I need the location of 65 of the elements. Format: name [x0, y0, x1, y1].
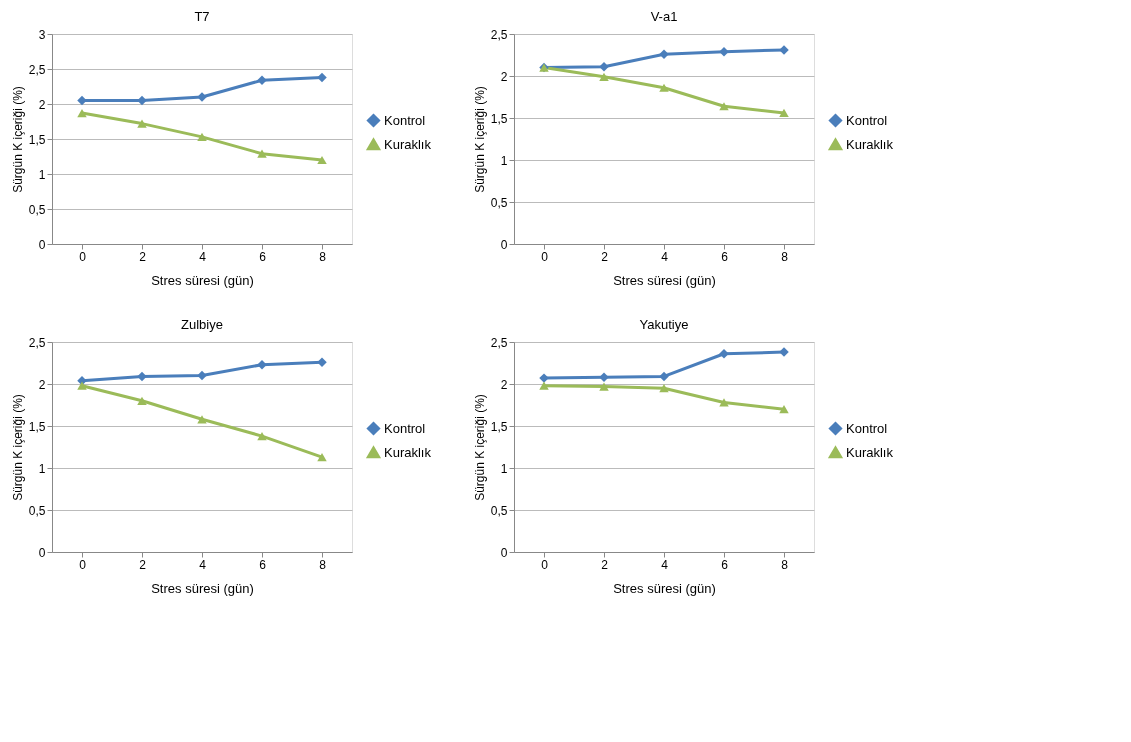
y-axis-title: Sürgün K içeriği (%)	[10, 394, 25, 501]
x-axis-title: Stres süresi (gün)	[151, 272, 254, 288]
y-tick-label: 2	[38, 377, 46, 392]
y-tick-label: 0,5	[490, 195, 508, 210]
x-tick-label: 0	[79, 557, 87, 572]
y-tick-label: 1,5	[28, 419, 46, 434]
x-tick-label: 8	[781, 557, 789, 572]
x-tick-label: 4	[199, 557, 207, 572]
legend-label: Kuraklık	[384, 444, 432, 460]
y-axis-title: Sürgün K içeriği (%)	[10, 86, 25, 193]
x-tick-label: 6	[259, 249, 267, 264]
x-tick-label: 2	[601, 557, 609, 572]
chart-title: V-a1	[650, 9, 678, 24]
legend-label: Kontrol	[384, 112, 426, 128]
x-tick-label: 6	[721, 249, 729, 264]
x-tick-label: 2	[601, 249, 609, 264]
y-tick-label: 2,5	[28, 62, 46, 77]
x-tick-label: 2	[139, 557, 147, 572]
y-tick-label: 0,5	[490, 503, 508, 518]
y-tick-label: 0,5	[28, 503, 46, 518]
x-tick-label: 6	[721, 557, 729, 572]
chart-title: Yakutiye	[639, 317, 689, 332]
x-tick-label: 8	[319, 249, 327, 264]
y-tick-label: 0	[38, 545, 46, 560]
x-tick-label: 0	[541, 557, 549, 572]
y-tick-label: 1	[500, 153, 508, 168]
x-tick-label: 6	[259, 557, 267, 572]
legend-label: Kontrol	[846, 420, 888, 436]
x-axis-title: Stres süresi (gün)	[613, 580, 716, 596]
x-tick-label: 0	[79, 249, 87, 264]
x-axis-title: Stres süresi (gün)	[151, 580, 254, 596]
x-axis-title: Stres süresi (gün)	[613, 272, 716, 288]
y-tick-label: 1	[500, 461, 508, 476]
legend-label: Kuraklık	[384, 136, 432, 152]
y-tick-label: 0,5	[28, 202, 46, 217]
y-tick-label: 2,5	[490, 335, 508, 350]
x-tick-label: 4	[661, 249, 669, 264]
legend-label: Kuraklık	[846, 136, 894, 152]
y-axis-title: Sürgün K içeriği (%)	[472, 394, 487, 501]
x-tick-label: 4	[199, 249, 207, 264]
y-tick-label: 0	[500, 237, 508, 252]
y-tick-label: 1	[38, 461, 46, 476]
y-tick-label: 0	[38, 237, 46, 252]
y-tick-label: 1	[38, 167, 46, 182]
chart-title: Zulbiye	[181, 317, 223, 332]
legend-label: Kontrol	[846, 112, 888, 128]
y-tick-label: 1,5	[490, 419, 508, 434]
y-tick-label: 3	[38, 27, 46, 42]
x-tick-label: 8	[319, 557, 327, 572]
y-tick-label: 1,5	[28, 132, 46, 147]
chart-title: T7	[194, 9, 210, 24]
x-tick-label: 4	[661, 557, 669, 572]
y-tick-label: 2	[500, 377, 508, 392]
legend-label: Kontrol	[384, 420, 426, 436]
y-tick-label: 0	[500, 545, 508, 560]
y-axis-title: Sürgün K içeriği (%)	[472, 86, 487, 193]
x-tick-label: 8	[781, 249, 789, 264]
legend-label: Kuraklık	[846, 444, 894, 460]
x-tick-label: 2	[139, 249, 147, 264]
y-tick-label: 2,5	[28, 335, 46, 350]
y-tick-label: 2	[500, 69, 508, 84]
y-tick-label: 2,5	[490, 27, 508, 42]
y-tick-label: 1,5	[490, 111, 508, 126]
y-tick-label: 2	[38, 97, 46, 112]
x-tick-label: 0	[541, 249, 549, 264]
